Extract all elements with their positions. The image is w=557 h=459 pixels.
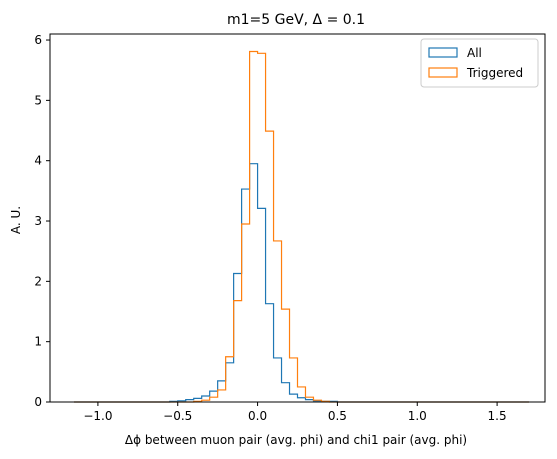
y-tick-label: 2 [34,274,42,288]
legend-swatch [428,67,458,78]
y-tick-label: 0 [34,395,42,409]
x-tick-label: −0.5 [163,409,192,423]
legend-label: Triggered [466,66,523,80]
y-axis-label: A. U. [9,206,23,234]
x-tick-label: 1.5 [488,409,507,423]
y-axis-ticks: 0 1 2 3 4 5 6 [34,33,50,409]
legend-box [420,38,539,88]
x-axis-label: Δϕ between muon pair (avg. phi) and chi1… [125,433,467,447]
x-tick-label: 0.5 [328,409,347,423]
y-tick-label: 3 [34,214,42,228]
legend: All Triggered [420,38,539,88]
y-tick-label: 4 [34,154,42,168]
plot-area [49,33,546,403]
legend-label: All [467,46,482,60]
plot-frame [49,33,546,403]
legend-swatch [428,47,458,58]
y-tick-label: 5 [34,93,42,107]
x-tick-label: 1.0 [408,409,427,423]
x-tick-label: −1.0 [83,409,112,423]
chart-title: m1=5 GeV, Δ = 0.1 [227,12,365,28]
x-axis-ticks: −1.0 −0.5 0.0 0.5 1.0 1.5 [83,402,507,423]
series-line-triggered [73,50,530,403]
y-tick-label: 6 [34,33,42,47]
series-line-all [73,163,530,403]
x-tick-label: 0.0 [248,409,267,423]
y-tick-label: 1 [34,335,42,349]
